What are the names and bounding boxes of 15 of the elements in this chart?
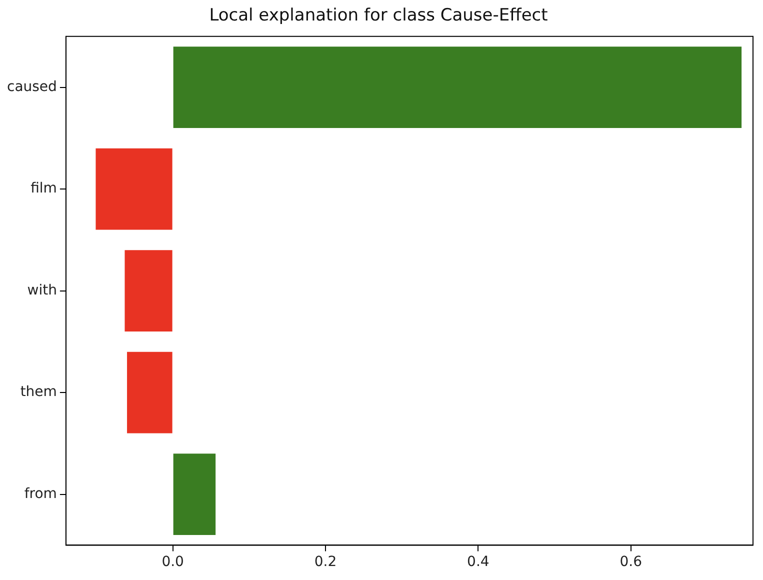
y-tick-label: film [30,180,57,197]
bar [127,352,172,434]
bar [173,46,742,128]
x-tick-label: 0.0 [162,554,184,570]
y-tick-label: them [20,384,57,400]
x-tick-label: 0.4 [467,554,490,570]
bar [124,250,172,332]
chart-title: Local explanation for class Cause-Effect [209,6,548,26]
bar [96,148,172,230]
x-tick-label: 0.6 [620,554,642,570]
x-tick-label: 0.2 [314,554,337,570]
y-tick-label: caused [6,78,57,95]
bar [173,454,216,536]
y-tick-label: with [27,282,57,298]
y-tick-label: from [24,486,57,502]
